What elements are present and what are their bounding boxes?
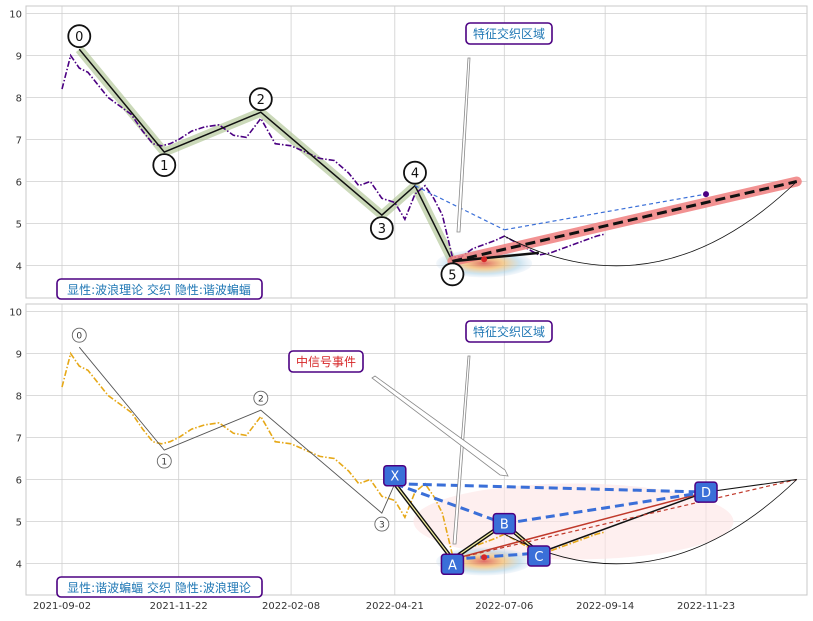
top-end-point	[703, 191, 709, 198]
bottom-ytick-label: 5	[16, 518, 22, 529]
top-wave-marker	[67, 24, 92, 49]
bottom-harmonic-dash	[504, 490, 707, 526]
top-dash-link	[504, 193, 707, 231]
bottom-projection	[705, 479, 797, 493]
xtick-label: 2021-11-22	[150, 601, 208, 612]
bottom-harmonic-label: X	[390, 470, 399, 485]
top-wave-label: 3	[378, 222, 386, 237]
top-wave-label: 2	[257, 93, 265, 108]
xtick-label: 2022-09-14	[576, 601, 634, 612]
bottom-bottom-label-box	[56, 576, 263, 598]
bottom-ytick-label: 6	[16, 476, 22, 487]
top-projection-start	[452, 251, 539, 263]
bottom-harmonic-leg	[538, 491, 707, 554]
bottom-projection	[452, 478, 797, 560]
top-ytick-label: 9	[16, 52, 22, 63]
bottom-ytick-label: 7	[16, 434, 22, 445]
x-axis: 2021-09-02 2021-11-22 2022-02-08 2022-04-21…	[33, 601, 735, 612]
top-plot-area	[25, 5, 808, 299]
top-wave-label: 5	[448, 268, 456, 283]
bottom-signal-box	[288, 350, 364, 373]
bottom-wave-line	[78, 346, 396, 514]
top-wave-line	[78, 48, 454, 262]
bottom-wave-label: 0	[76, 332, 82, 342]
top-wave-marker	[440, 262, 465, 287]
bottom-heat-point	[481, 554, 488, 561]
top-arc	[504, 181, 798, 267]
bottom-wave-marker	[253, 390, 269, 406]
bottom-harmonic-leg-core	[394, 483, 453, 560]
top-ytick-label: 10	[9, 10, 22, 21]
top-ytick-label: 8	[16, 94, 22, 105]
bottom-wave-label: 2	[258, 395, 264, 405]
bottom-harmonic-marker	[383, 464, 407, 487]
bottom-harmonic-marker	[492, 512, 517, 535]
bottom-harmonic-dash	[394, 482, 707, 494]
bottom-price-line	[61, 351, 606, 556]
top-heat-point	[481, 256, 488, 263]
bottom-harmonic-leg	[452, 491, 707, 561]
bottom-bottom-label-text: 显性:谐波蝙蝠 交织 隐性:波浪理论	[67, 580, 251, 595]
bottom-harmonic-dash	[452, 551, 539, 561]
bottom-ytick-label: 8	[16, 392, 22, 403]
top-title-box	[465, 22, 553, 45]
bottom-harmonic-label: C	[534, 550, 543, 565]
bottom-wave-label: 3	[379, 521, 385, 531]
bottom-harmonic-marker	[694, 481, 718, 503]
bottom-signal-arrow	[371, 375, 509, 477]
bottom-ytick-label: 9	[16, 350, 22, 361]
bottom-title-text: 特征交织区域	[473, 324, 545, 339]
bottom-ytick-label: 10	[9, 308, 22, 319]
bottom-harmonic-marker	[440, 553, 465, 576]
xtick-label: 2021-09-02	[33, 601, 91, 612]
top-wave-marker	[152, 153, 177, 178]
xtick-label: 2022-07-06	[475, 601, 533, 612]
top-projection-line	[452, 180, 798, 263]
bottom-harmonic-label: B	[500, 518, 509, 533]
bottom-signal-text: 中信号事件	[296, 354, 356, 369]
top-bottom-label-box	[56, 278, 263, 300]
bottom-wave-marker	[71, 327, 87, 343]
bottom-wave-label: 1	[161, 458, 167, 468]
top-callout-arrow	[456, 57, 471, 233]
bottom-plot-area	[25, 303, 808, 596]
bottom-ytick-label: 4	[16, 560, 22, 571]
top-title-text: 特征交织区域	[473, 26, 545, 41]
top-wave-marker	[403, 160, 427, 185]
bottom-harmonic-label: D	[701, 486, 711, 501]
xtick-label: 2022-11-23	[677, 601, 735, 612]
top-wave-label: 4	[411, 167, 419, 182]
top-ytick-label: 7	[16, 136, 22, 147]
top-wave-marker	[369, 216, 394, 241]
bottom-wave-marker	[374, 516, 390, 532]
bottom-callout-arrow	[452, 355, 471, 545]
xtick-label: 2022-02-08	[262, 601, 320, 612]
top-wave-marker	[248, 87, 273, 112]
bottom-wave-marker	[156, 453, 172, 469]
bottom-harmonic-marker	[527, 545, 551, 567]
top-ytick-label: 6	[16, 178, 22, 189]
bottom-pink-zone	[413, 483, 734, 560]
top-bottom-label-text: 显性:波浪理论 交织 隐性:谐波蝙蝠	[67, 282, 251, 297]
bottom-title-box	[465, 320, 553, 343]
bottom-harmonic-dash	[394, 482, 505, 526]
top-ytick-label: 4	[16, 262, 22, 273]
top-ytick-label: 5	[16, 220, 22, 231]
top-wave-label: 1	[160, 159, 168, 174]
bottom-harmonic-label: A	[448, 558, 457, 573]
top-wave-label: 0	[75, 30, 83, 45]
top-price-line	[61, 53, 606, 258]
xtick-label: 2022-04-21	[366, 601, 424, 612]
